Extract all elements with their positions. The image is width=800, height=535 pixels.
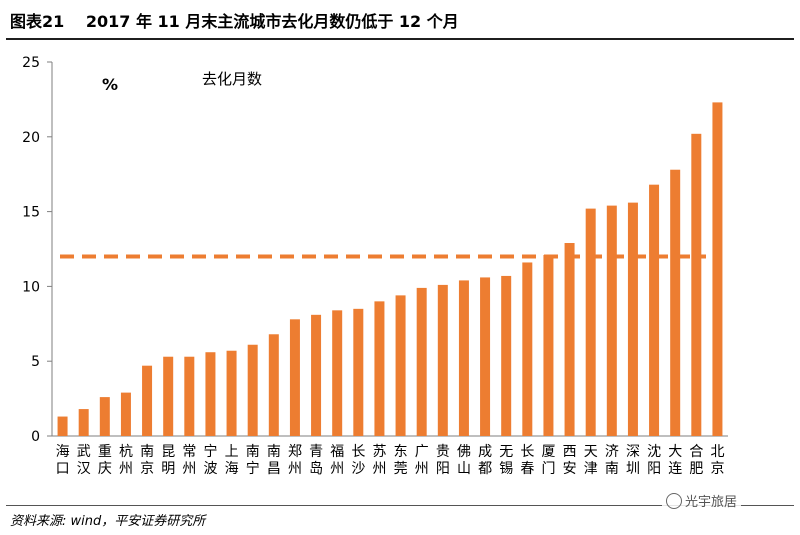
x-tick-label: 上海 [225,444,239,477]
bar [395,295,406,436]
x-tick-label: 大连 [668,444,682,477]
bar [416,287,427,436]
unit-label: % [102,75,118,94]
bar [184,356,195,436]
x-tick-label: 长春 [520,444,534,477]
x-tick-label: 福州 [330,444,344,477]
bar [205,352,216,436]
x-tick-label: 郑州 [288,444,302,477]
x-tick-label: 东莞 [394,444,408,477]
watermark: 光宇旅居 [662,490,742,511]
bar [78,409,89,436]
x-tick-label: 南宁 [246,444,260,477]
x-tick-label: 济南 [605,444,619,477]
bar [437,284,448,436]
x-tick-label: 武汉 [77,444,91,477]
bar [649,184,660,436]
x-tick-label: 青岛 [309,444,323,477]
x-tick-label: 深圳 [626,444,640,477]
bar [606,205,617,436]
y-tick-label: 20 [22,130,40,146]
figure-title: 图表21 2017 年 11 月末主流城市去化月数仍低于 12 个月 [10,12,459,31]
bar [522,262,533,436]
x-tick-label: 佛山 [457,444,471,477]
bar [353,308,364,436]
bar [712,102,723,436]
x-tick-label: 长沙 [351,444,365,477]
x-tick-label: 广州 [415,444,429,477]
bar [627,202,638,436]
x-tick-label: 海口 [56,444,70,477]
figure-header: 图表21 2017 年 11 月末主流城市去化月数仍低于 12 个月 [0,0,800,38]
bar [543,254,554,436]
series-label: 去化月数 [202,70,262,88]
wechat-icon [666,493,682,509]
bar [480,277,491,436]
x-tick-label: 厦门 [541,444,555,477]
bar [501,275,512,436]
bar [311,314,322,436]
y-tick-label: 15 [22,205,40,221]
y-tick-label: 0 [31,429,40,445]
bar [564,243,575,436]
x-tick-label: 宁波 [203,443,217,477]
bar [163,356,174,436]
bar [99,397,110,436]
bar [691,133,702,437]
bar [458,280,469,436]
bar [142,365,153,436]
x-tick-label: 南京 [140,444,154,477]
x-axis-labels: 海口武汉重庆杭州南京昆明常州宁波上海南宁南昌郑州青岛福州长沙苏州东莞广州贵阳佛山… [56,443,725,477]
x-tick-label: 贵阳 [436,444,450,477]
x-tick-label: 苏州 [372,444,386,477]
header-divider [6,38,794,40]
bar-series [57,102,723,437]
watermark-text: 光宇旅居 [685,495,738,510]
x-tick-label: 北京 [710,444,724,477]
bar [120,392,131,436]
x-tick-label: 重庆 [98,444,112,477]
x-tick-label: 杭州 [119,444,133,477]
bar [226,350,237,436]
x-tick-label: 沈阳 [647,444,661,477]
y-tick-label: 10 [22,279,40,295]
x-tick-label: 合肥 [689,444,703,477]
x-tick-label: 西安 [563,444,577,477]
bar [268,334,279,436]
y-tick-label: 25 [22,55,40,71]
x-tick-label: 成都 [478,444,492,477]
bar [585,208,596,436]
y-tick-label: 5 [31,354,40,370]
x-tick-label: 无锡 [499,444,513,477]
bar [57,416,68,436]
footer-divider [6,505,794,506]
x-tick-label: 昆明 [161,444,175,477]
bar [247,344,258,436]
x-tick-label: 南昌 [267,444,281,477]
bar [289,319,300,436]
bar [670,169,681,436]
x-tick-label: 天津 [584,444,598,477]
bar [374,301,385,436]
source-note: 资料来源: wind，平安证券研究所 [10,514,206,529]
bar [332,310,343,436]
x-tick-label: 常州 [182,444,196,477]
